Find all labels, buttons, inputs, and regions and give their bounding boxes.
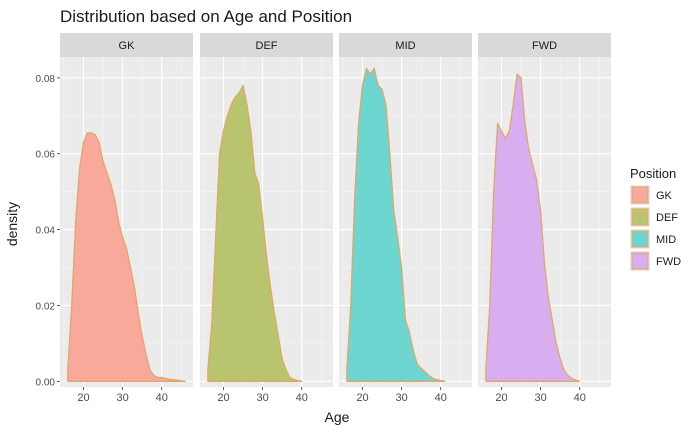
legend-label: MID [656, 234, 676, 246]
facet-panel-def: DEF 20 30 40 [200, 33, 333, 404]
density-area-fwd [485, 73, 581, 382]
facet-panel-mid: MID 20 30 40 [339, 33, 472, 404]
x-tick-label: 30 [395, 392, 407, 404]
facet-strip-label: GK [119, 40, 136, 52]
density-area-def [207, 84, 303, 382]
facet-strip [200, 33, 333, 57]
facet-strip [339, 33, 472, 57]
facet-strip-label: MID [395, 40, 415, 52]
density-area-mid [346, 67, 446, 382]
x-tick-label: 20 [356, 392, 368, 404]
y-axis-label: density [4, 202, 20, 246]
legend-swatch-def [631, 208, 649, 226]
legend-swatch-fwd [631, 252, 649, 270]
chart-title: Distribution based on Age and Position [60, 7, 352, 26]
facet-strip-label: FWD [532, 40, 557, 52]
facet-strip [478, 33, 611, 57]
y-tick-label: 0.00 [36, 377, 56, 388]
x-tick-label: 20 [77, 392, 89, 404]
y-tick-label: 0.02 [36, 301, 56, 312]
facet-strip [60, 33, 193, 57]
density-area-gk [67, 132, 186, 382]
x-tick-label: 40 [296, 392, 308, 404]
facet-strip-label: DEF [256, 40, 278, 52]
x-tick-label: 30 [534, 392, 546, 404]
legend-label: FWD [656, 256, 681, 268]
legend-swatch-mid [631, 230, 649, 248]
legend-swatch-gk [631, 186, 649, 204]
legend-title: Position [630, 166, 676, 181]
x-tick-label: 20 [495, 392, 507, 404]
legend-label: DEF [656, 212, 678, 224]
x-tick-label: 20 [217, 392, 229, 404]
y-tick-label: 0.08 [36, 74, 56, 85]
x-axis-label: Age [325, 409, 350, 425]
y-tick-label: 0.04 [36, 226, 56, 237]
legend: Position GK DEF MID FWD [630, 166, 681, 271]
facet-panel-gk: GK 20 30 40 0.00 0.02 0.04 0.06 0.08 [36, 33, 193, 404]
y-tick-label: 0.06 [36, 150, 56, 161]
facet-panel-fwd: FWD 20 30 40 [478, 33, 611, 404]
x-tick-label: 30 [256, 392, 268, 404]
x-tick-label: 30 [116, 392, 128, 404]
x-tick-label: 40 [156, 392, 168, 404]
x-tick-label: 40 [574, 392, 586, 404]
x-tick-label: 40 [435, 392, 447, 404]
legend-label: GK [656, 190, 673, 202]
